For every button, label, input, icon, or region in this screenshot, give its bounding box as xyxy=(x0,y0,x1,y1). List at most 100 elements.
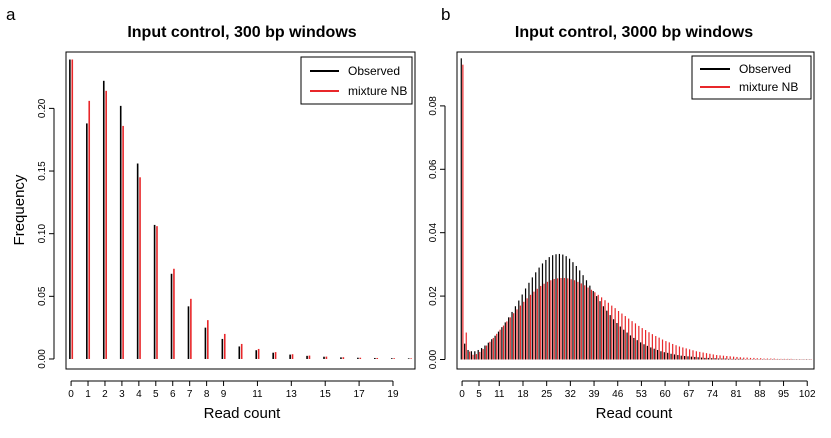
bar-observed-a xyxy=(289,354,291,359)
bar-mixture-b xyxy=(462,64,464,360)
bar-mixture-b xyxy=(685,348,687,360)
x-tick-label-a: 13 xyxy=(286,389,298,400)
bar-mixture-a xyxy=(376,357,379,359)
bar-observed-b xyxy=(734,358,736,360)
plot-box-a xyxy=(65,51,416,370)
bar-mixture-b xyxy=(763,358,765,360)
bar-mixture-a xyxy=(274,352,277,359)
x-tick-label-b: 46 xyxy=(612,389,624,400)
bar-observed-b xyxy=(667,352,669,360)
bar-mixture-b xyxy=(536,288,538,360)
bar-observed-b xyxy=(524,288,527,360)
bar-mixture-b xyxy=(641,328,643,360)
bar-mixture-a xyxy=(122,125,124,359)
x-axis-a: 0 1 2 3 4 5 6 7 8 9 11 13 15 17 19 xyxy=(68,380,399,400)
bar-observed-a xyxy=(170,273,173,359)
bar-mixture-b xyxy=(675,345,677,360)
bar-observed-b xyxy=(690,356,692,360)
bar-mixture-b xyxy=(540,285,542,360)
bar-mixture-a xyxy=(393,358,395,359)
x-tick-label-b: 60 xyxy=(660,389,672,400)
bar-mixture-b xyxy=(753,357,755,360)
bar-observed-b xyxy=(572,262,574,360)
bar-observed-a xyxy=(204,327,207,359)
bar-mixture-b xyxy=(529,294,532,360)
bar-mixture-b xyxy=(546,281,549,360)
x-tick-label-b: 0 xyxy=(459,389,465,400)
bar-mixture-b xyxy=(617,310,620,360)
bar-observed-b xyxy=(673,354,676,360)
bar-observed-b xyxy=(487,342,489,360)
bar-mixture-b xyxy=(580,283,582,360)
x-tick-label-b: 74 xyxy=(707,389,719,400)
bar-mixture-a xyxy=(139,177,141,359)
y-axis-b: 0.00 0.02 0.04 0.06 0.08 xyxy=(428,96,446,369)
x-tick-label-a: 19 xyxy=(387,389,399,400)
bar-observed-b xyxy=(518,300,520,360)
bar-mixture-b xyxy=(472,354,474,360)
bar-observed-b xyxy=(491,339,493,360)
bar-observed-b xyxy=(717,358,720,360)
x-tick-label-b: 39 xyxy=(588,389,600,400)
bar-observed-b xyxy=(541,263,544,360)
bar-mixture-b xyxy=(699,351,701,360)
bar-observed-b xyxy=(548,257,550,360)
bar-mixture-a xyxy=(88,100,91,359)
bar-mixture-b xyxy=(611,305,613,360)
bar-mixture-b xyxy=(499,329,501,360)
bar-observed-b xyxy=(589,285,591,360)
bar-observed-b xyxy=(545,259,547,360)
bar-observed-b xyxy=(623,329,625,360)
legend-label-observed-a: Observed xyxy=(348,64,400,78)
bar-mixture-a xyxy=(207,320,209,359)
bar-observed-b xyxy=(670,353,672,360)
bar-observed-b xyxy=(511,311,513,360)
bar-mixture-b xyxy=(567,278,569,360)
legend-label-observed-b: Observed xyxy=(739,62,791,76)
bar-mixture-b xyxy=(716,355,718,360)
y-tick-label-b: 0.02 xyxy=(428,286,439,306)
x-axis-label-a: Read count xyxy=(204,405,282,422)
bar-observed-b xyxy=(501,327,503,360)
bar-mixture-b xyxy=(746,357,748,360)
bar-mixture-a xyxy=(223,333,226,359)
bar-observed-b xyxy=(619,326,621,360)
bar-mixture-b xyxy=(780,358,782,360)
bar-observed-b xyxy=(531,277,533,360)
legend-label-mixture-a: mixture NB xyxy=(348,84,407,98)
bar-mixture-b xyxy=(739,357,741,360)
bar-mixture-b xyxy=(590,289,593,360)
bar-observed-b xyxy=(707,357,709,360)
x-tick-label-a: 11 xyxy=(252,389,263,400)
bar-observed-b xyxy=(535,272,537,360)
bar-observed-b xyxy=(575,265,577,360)
x-tick-label-b: 5 xyxy=(476,389,482,400)
x-tick-label-a: 15 xyxy=(320,389,332,400)
bar-mixture-b xyxy=(584,285,586,360)
bar-mixture-b xyxy=(489,341,491,360)
bar-mixture-b xyxy=(482,349,484,360)
bar-observed-b xyxy=(700,357,703,360)
x-tick-label-a: 5 xyxy=(153,389,159,400)
bar-observed-b xyxy=(460,58,462,360)
chart-title-a: Input control, 300 bp windows xyxy=(127,24,356,41)
bar-observed-b xyxy=(504,322,506,360)
bar-mixture-b xyxy=(597,294,599,360)
bar-observed-b xyxy=(640,342,642,360)
bar-observed-b xyxy=(724,358,726,360)
bar-mixture-b xyxy=(526,298,528,360)
y-tick-label-a: 0.15 xyxy=(37,161,48,181)
y-tick-label-b: 0.04 xyxy=(428,223,439,243)
bar-observed-b xyxy=(592,291,594,360)
bar-mixture-b xyxy=(465,332,467,360)
x-tick-label-a: 4 xyxy=(136,389,142,400)
x-tick-label-a: 9 xyxy=(221,389,227,400)
bar-observed-b xyxy=(629,335,632,360)
bar-observed-b xyxy=(599,301,601,360)
bar-mixture-b xyxy=(506,321,508,360)
bar-mixture-b xyxy=(638,325,640,360)
bar-observed-b xyxy=(704,357,706,360)
y-tick-label-a: 0.10 xyxy=(37,224,48,244)
bar-observed-b xyxy=(684,356,686,360)
